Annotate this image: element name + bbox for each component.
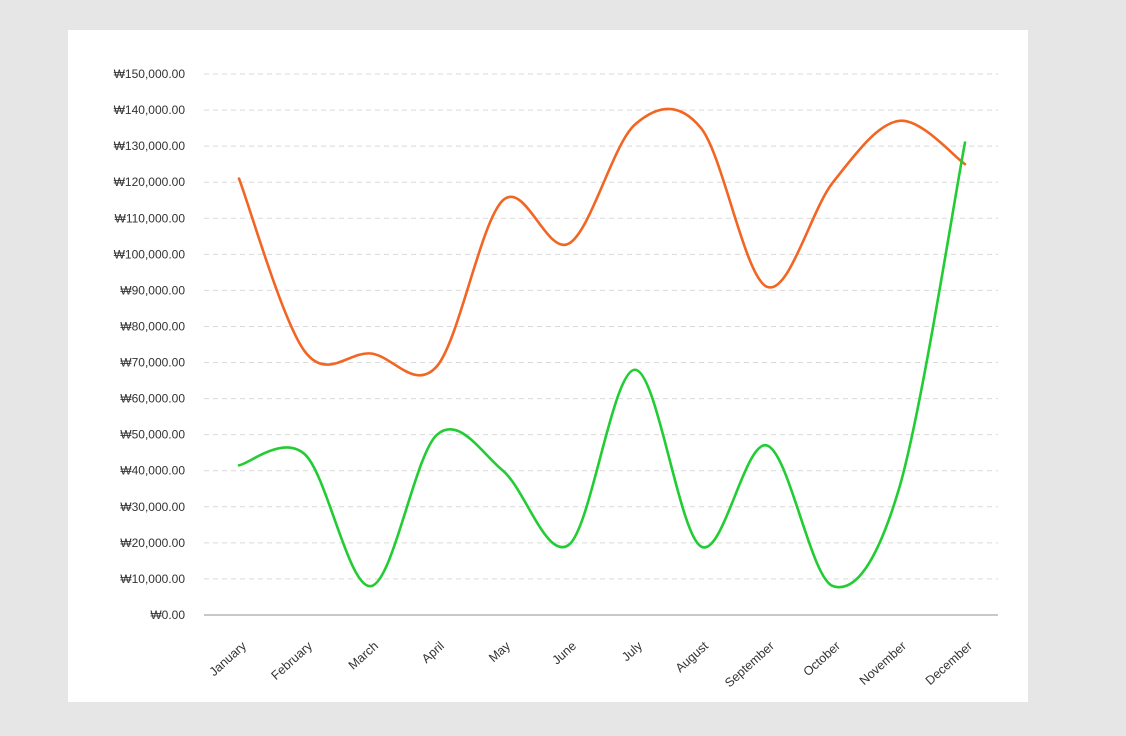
series-line-1 <box>237 107 967 377</box>
y-tick-label: ₩80,000.00 <box>120 319 185 333</box>
chart-card: ₩0.00 ₩10,000.00 ₩20,000.00 ₩30,000.00 ₩40,0… <box>68 30 1028 702</box>
y-tick-label: ₩60,000.00 <box>120 392 185 406</box>
y-tick-label: ₩120,000.00 <box>114 175 186 189</box>
x-tick-label: January <box>207 638 250 679</box>
x-tick-label: November <box>857 639 909 688</box>
x-tick-label: December <box>923 639 975 688</box>
x-tick-label: June <box>549 639 579 668</box>
y-tick-label: ₩20,000.00 <box>120 536 185 550</box>
y-tick-label: ₩70,000.00 <box>120 356 185 370</box>
line-chart: ₩0.00 ₩10,000.00 ₩20,000.00 ₩30,000.00 ₩40,0… <box>114 67 998 690</box>
x-tick-label: October <box>801 639 843 679</box>
y-tick-label: ₩50,000.00 <box>120 428 185 442</box>
y-tick-label: ₩150,000.00 <box>114 67 186 81</box>
grid-lines <box>204 73 998 580</box>
y-tick-label: ₩100,000.00 <box>114 247 186 261</box>
y-axis-tick-labels: ₩0.00 ₩10,000.00 ₩20,000.00 ₩30,000.00 ₩40,0… <box>114 67 186 622</box>
y-tick-label: ₩10,000.00 <box>120 572 185 586</box>
y-tick-label: ₩40,000.00 <box>120 464 185 478</box>
series-lines <box>237 107 967 589</box>
x-tick-label: February <box>268 638 315 682</box>
y-tick-label: ₩140,000.00 <box>114 103 186 117</box>
y-tick-label: ₩30,000.00 <box>120 500 185 514</box>
x-tick-label: July <box>619 638 645 664</box>
x-tick-label: April <box>419 639 447 666</box>
x-tick-label: August <box>673 638 712 675</box>
x-tick-label: September <box>722 639 777 690</box>
y-tick-label: ₩90,000.00 <box>120 283 185 297</box>
y-tick-label: ₩110,000.00 <box>115 211 186 225</box>
x-tick-label: May <box>486 638 513 665</box>
x-axis-tick-labels: January February March April May June July Augu… <box>207 638 975 690</box>
x-tick-label: March <box>346 639 381 673</box>
series-line-2 <box>237 141 967 589</box>
y-tick-label: ₩130,000.00 <box>114 139 186 153</box>
y-tick-label: ₩0.00 <box>150 608 185 622</box>
